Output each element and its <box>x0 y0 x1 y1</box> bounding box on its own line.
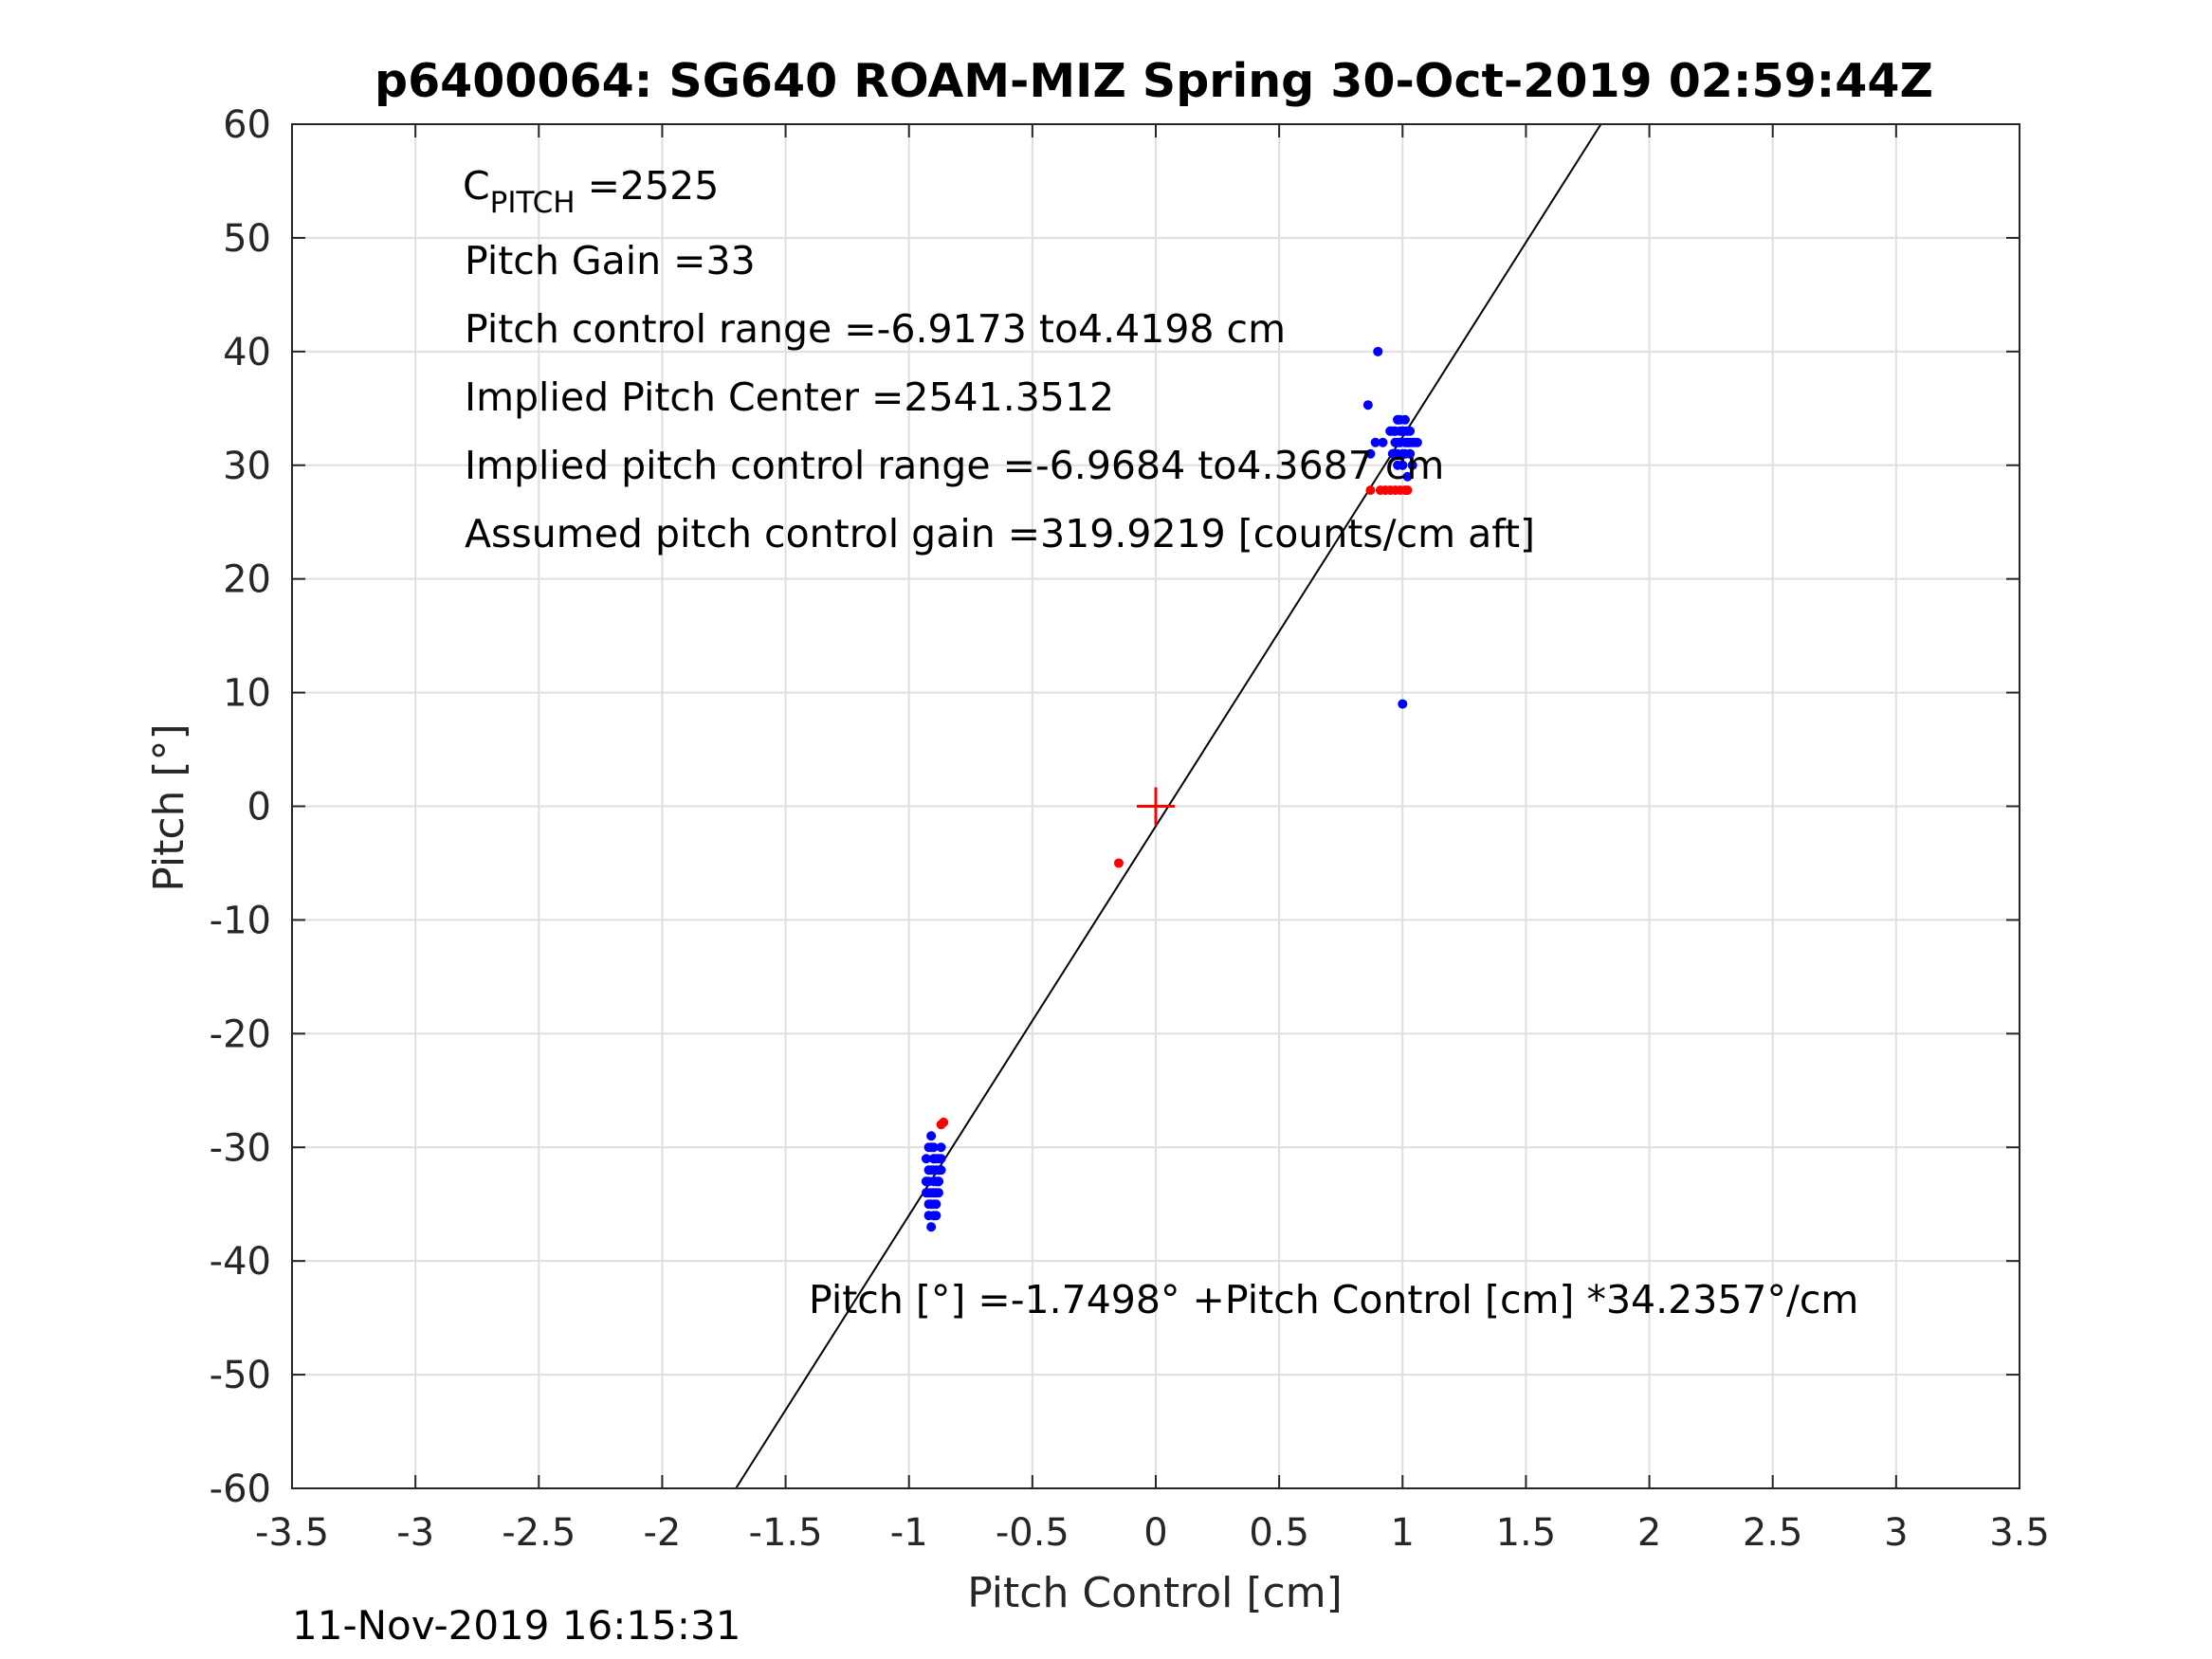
c-pitch-annotation: CPITCH =2525 <box>463 163 719 220</box>
y-tick-label: 50 <box>223 217 271 261</box>
data-point <box>1405 426 1416 436</box>
data-point <box>1407 460 1417 470</box>
plot-area-border <box>291 123 2020 1489</box>
data-point <box>1402 471 1413 482</box>
c-pitch-value: =2525 <box>576 163 720 209</box>
annotation-block: CPITCH =2525 Pitch Gain =33 Pitch contro… <box>463 163 1858 1322</box>
data-point <box>1387 426 1398 436</box>
data-point <box>1405 437 1416 447</box>
chart-title: p6400064: SG640 ROAM-MIZ Spring 30-Oct-2… <box>375 54 1933 108</box>
y-tick-label: 10 <box>223 672 271 716</box>
x-axis-label: Pitch Control [cm] <box>967 1569 1343 1617</box>
x-tick-label: 1.5 <box>1496 1511 1557 1555</box>
pitch-gain-annotation: Pitch Gain =33 <box>465 238 756 283</box>
data-point <box>921 1176 931 1187</box>
data-point <box>923 1142 934 1153</box>
y-tick-label: -60 <box>210 1468 271 1511</box>
footer-timestamp: 11-Nov-2019 16:15:31 <box>292 1602 741 1649</box>
x-tick-label: -1.5 <box>749 1511 823 1555</box>
x-tick-label: -0.5 <box>996 1511 1069 1555</box>
data-point <box>1393 414 1403 425</box>
assumed-gain-annotation: Assumed pitch control gain =319.9219 [co… <box>465 511 1535 556</box>
data-point <box>933 1176 943 1187</box>
x-tick-label: 2 <box>1637 1511 1661 1555</box>
data-point <box>923 1188 934 1198</box>
data-point <box>926 1131 937 1141</box>
y-tick-label: 20 <box>223 558 271 602</box>
data-point <box>1365 448 1376 459</box>
x-tick-label: -3.5 <box>255 1511 329 1555</box>
x-tick-label: 3 <box>1884 1511 1908 1555</box>
y-tick-label: -20 <box>210 1012 271 1056</box>
c-pitch-subscript: PITCH <box>490 186 576 220</box>
implied-center-annotation: Implied Pitch Center =2541.3512 <box>465 374 1114 420</box>
data-point <box>936 1165 946 1176</box>
y-axis-ticks: 60 50 40 30 20 10 0 -10 -20 -30 -40 -50 -60 <box>210 103 2020 1511</box>
data-point <box>1362 400 1373 410</box>
x-tick-label: 0.5 <box>1249 1511 1309 1555</box>
data-point <box>936 1142 946 1153</box>
implied-range-annotation: Implied pitch control range =-6.9684 to4… <box>465 443 1444 488</box>
y-tick-label: -10 <box>210 899 271 942</box>
y-tick-label: 30 <box>223 445 271 488</box>
grid-lines <box>291 123 2020 1489</box>
data-point <box>1393 460 1403 470</box>
data-point <box>926 1165 937 1176</box>
data-point <box>926 1199 937 1210</box>
data-point <box>921 1154 931 1164</box>
data-point <box>1370 437 1380 447</box>
center-marker-layer <box>1137 787 1175 826</box>
y-tick-label: 40 <box>223 331 271 374</box>
data-point <box>1113 858 1124 868</box>
data-point <box>1405 448 1416 459</box>
x-tick-label: -2 <box>643 1511 681 1555</box>
data-point <box>1378 437 1388 447</box>
x-tick-label: -2.5 <box>502 1511 576 1555</box>
y-tick-label: -30 <box>210 1126 271 1170</box>
data-point <box>939 1117 949 1127</box>
y-tick-label: -40 <box>210 1240 271 1284</box>
data-point <box>1373 346 1383 356</box>
x-tick-label: -3 <box>396 1511 434 1555</box>
data-point <box>931 1211 941 1221</box>
x-tick-label: 1 <box>1391 1511 1415 1555</box>
y-tick-label: 0 <box>247 786 271 830</box>
data-point <box>931 1188 941 1198</box>
data-point <box>926 1222 937 1232</box>
data-point <box>1398 699 1408 709</box>
c-pitch-symbol: C <box>463 163 490 209</box>
data-point <box>1398 426 1408 436</box>
data-point <box>1402 485 1413 496</box>
data-point <box>1399 414 1410 425</box>
y-tick-label: 60 <box>223 103 271 147</box>
data-point <box>928 1154 939 1164</box>
pitch-control-range-annotation: Pitch control range =-6.9173 to4.4198 cm <box>465 306 1286 352</box>
y-tick-label: -50 <box>210 1354 271 1397</box>
x-axis-ticks: -3.5 -3 -2.5 -2 -1.5 -1 -0.5 0 0.5 1 1.5 2 2.5 3 3.5 <box>255 124 2050 1555</box>
y-axis-label: Pitch [°] <box>145 723 193 891</box>
data-points <box>921 346 1422 1232</box>
data-point <box>1390 448 1400 459</box>
fit-equation-annotation: Pitch [°] =-1.7498° +Pitch Control [cm] … <box>809 1277 1858 1322</box>
data-point <box>1365 485 1376 496</box>
data-point <box>1412 437 1422 447</box>
x-tick-label: 0 <box>1143 1511 1167 1555</box>
x-tick-label: 2.5 <box>1743 1511 1803 1555</box>
x-tick-label: -1 <box>890 1511 928 1555</box>
x-tick-label: 3.5 <box>1989 1511 2050 1555</box>
